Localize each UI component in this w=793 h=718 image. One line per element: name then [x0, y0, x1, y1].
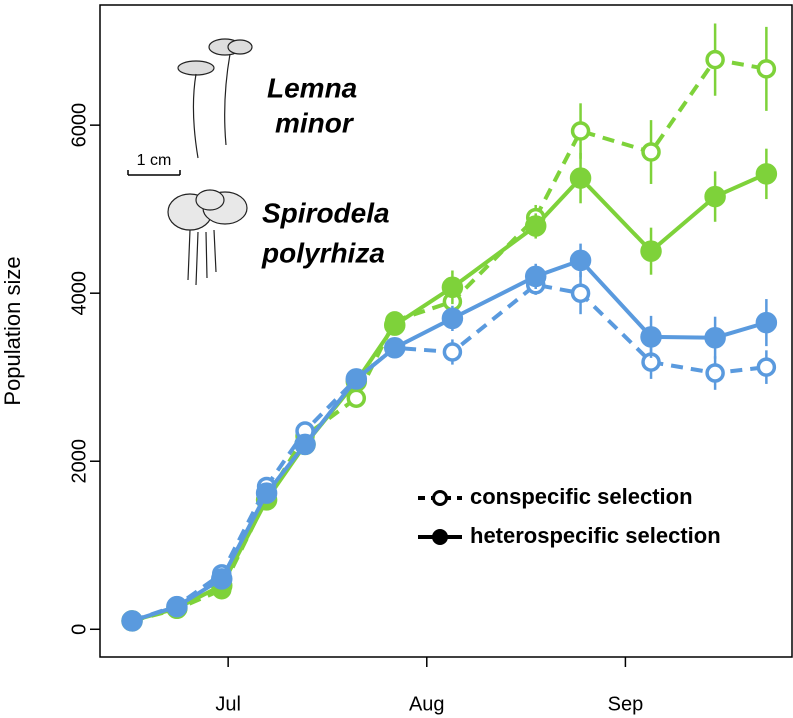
- point: [441, 276, 464, 299]
- species-label: Lemna: [267, 72, 357, 103]
- legend-marker: [432, 529, 448, 545]
- point: [755, 163, 778, 185]
- legend-marker: [432, 490, 448, 506]
- scale-label: 1 cm: [137, 152, 172, 169]
- point: [294, 433, 316, 456]
- species-label: polyrhiza: [261, 237, 385, 268]
- legend-label: heterospecific selection: [470, 523, 721, 548]
- series: [121, 243, 778, 632]
- point: [441, 307, 464, 330]
- point: [346, 388, 367, 408]
- legend-label: conspecific selection: [470, 484, 693, 509]
- point: [569, 249, 592, 272]
- point: [640, 240, 662, 262]
- point: [569, 167, 592, 189]
- point: [756, 357, 777, 377]
- point: [704, 185, 726, 208]
- y-tick-label: 4000: [68, 271, 90, 316]
- point: [345, 368, 368, 390]
- lemna-sketch: [177, 38, 253, 159]
- point: [166, 595, 188, 618]
- point: [524, 265, 547, 288]
- point: [756, 59, 777, 79]
- series-line: [131, 172, 768, 623]
- point: [570, 121, 591, 141]
- x-tick-label: Sep: [608, 693, 644, 715]
- species-label: Spirodela: [262, 197, 390, 228]
- point: [383, 314, 406, 336]
- point: [121, 610, 143, 632]
- x-tick-label: Jul: [215, 693, 241, 715]
- y-tick-label: 2000: [68, 439, 90, 484]
- point: [755, 311, 778, 334]
- point: [705, 49, 725, 70]
- species-label: minor: [275, 107, 355, 138]
- point: [255, 482, 278, 504]
- plot-frame: [99, 4, 793, 658]
- point: [640, 326, 662, 348]
- point: [210, 568, 233, 590]
- point: [705, 363, 725, 383]
- point: [704, 326, 726, 349]
- point: [442, 342, 463, 362]
- point: [641, 142, 661, 162]
- y-tick-label: 6000: [68, 103, 90, 147]
- point: [383, 337, 406, 359]
- point: [570, 283, 591, 303]
- y-axis-label: Population size: [0, 256, 25, 405]
- spirodela-sketch: [167, 189, 248, 286]
- y-tick-label: 0: [68, 624, 90, 635]
- point: [524, 215, 547, 237]
- x-tick-label: Aug: [409, 693, 445, 715]
